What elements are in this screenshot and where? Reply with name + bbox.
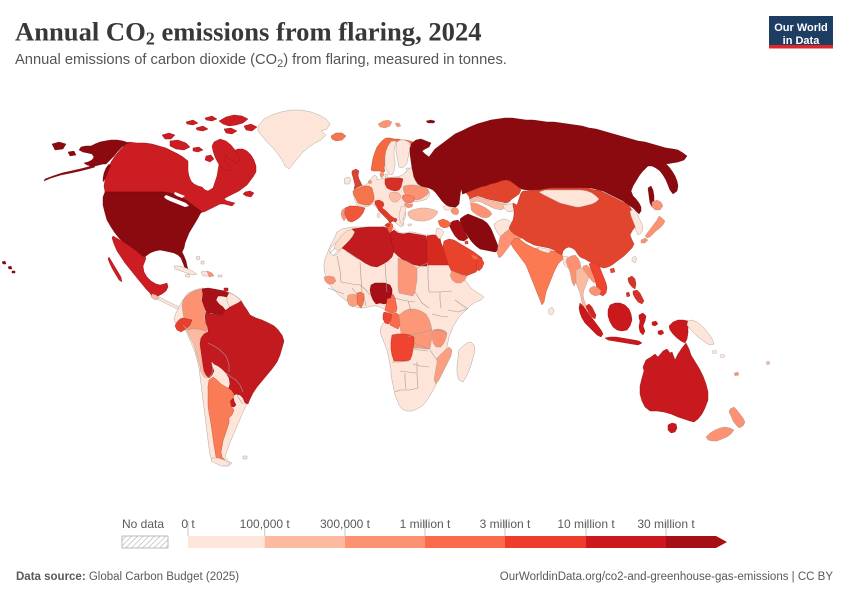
svg-text:in Data: in Data <box>783 35 821 47</box>
svg-text:3 million t: 3 million t <box>480 517 531 531</box>
svg-text:0 t: 0 t <box>181 517 195 531</box>
svg-text:100,000 t: 100,000 t <box>240 517 291 531</box>
svg-text:Annual CO2 emissions from flar: Annual CO2 emissions from flaring, 2024 <box>15 17 482 49</box>
svg-text:30 million t: 30 million t <box>637 517 695 531</box>
svg-text:Annual emissions of carbon dio: Annual emissions of carbon dioxide (CO2)… <box>15 52 507 70</box>
svg-text:OurWorldinData.org/co2-and-gre: OurWorldinData.org/co2-and-greenhouse-ga… <box>500 571 834 583</box>
svg-text:10 million t: 10 million t <box>557 517 615 531</box>
svg-text:300,000 t: 300,000 t <box>320 517 371 531</box>
svg-text:1 million t: 1 million t <box>400 517 451 531</box>
svg-text:Our World: Our World <box>774 22 828 34</box>
svg-text:Data source: Global Carbon Bud: Data source: Global Carbon Budget (2025) <box>16 571 239 583</box>
svg-text:No data: No data <box>122 517 164 531</box>
